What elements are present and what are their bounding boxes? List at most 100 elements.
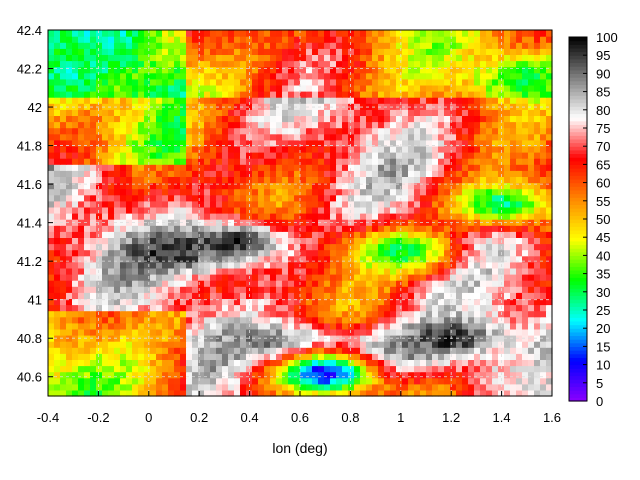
heatmap-cell [150, 280, 157, 287]
heatmap-cell [396, 237, 403, 245]
heatmap-cell [84, 286, 91, 293]
heatmap-cell [180, 377, 187, 385]
heatmap-cell [270, 213, 277, 220]
heatmap-cell [264, 261, 271, 269]
heatmap-cell [204, 176, 211, 184]
heatmap-cell [222, 78, 229, 86]
heatmap-cell [198, 78, 205, 86]
heatmap-cell [186, 127, 193, 135]
heatmap-cell [504, 84, 511, 92]
heatmap-cell [462, 347, 469, 354]
heatmap-cell [90, 237, 97, 245]
heatmap-cell [72, 267, 79, 275]
heatmap-cell [210, 286, 217, 293]
heatmap-cell [492, 365, 499, 373]
heatmap-cell [486, 127, 493, 135]
heatmap-cell [222, 359, 229, 367]
heatmap-cell [258, 225, 265, 232]
heatmap-cell [444, 54, 451, 62]
heatmap-cell [330, 188, 337, 196]
heatmap-cell [150, 310, 157, 318]
heatmap-cell [486, 286, 493, 293]
heatmap-cell [366, 182, 373, 190]
heatmap-cell [120, 225, 127, 232]
heatmap-cell [504, 115, 511, 123]
heatmap-cell [462, 127, 469, 135]
heatmap-cell [78, 54, 85, 62]
heatmap-cell [318, 371, 325, 379]
heatmap-cell [54, 359, 61, 367]
heatmap-cell [462, 36, 469, 43]
heatmap-cell [72, 60, 79, 68]
heatmap-cell [144, 255, 151, 263]
heatmap-cell [96, 255, 103, 263]
heatmap-cell [222, 219, 229, 226]
heatmap-cell [468, 261, 475, 269]
heatmap-cell [186, 316, 193, 324]
heatmap-cell [120, 127, 127, 135]
heatmap-cell [162, 237, 169, 245]
heatmap-cell [108, 365, 115, 373]
heatmap-cell [432, 213, 439, 220]
heatmap-cell [126, 182, 133, 190]
heatmap-cell [450, 91, 457, 98]
heatmap-cell [228, 377, 235, 385]
heatmap-cell [174, 121, 181, 129]
heatmap-cell [360, 84, 367, 92]
heatmap-cell [510, 182, 517, 190]
heatmap-cell [336, 353, 343, 360]
heatmap-cell [90, 182, 97, 190]
heatmap-cell [174, 371, 181, 379]
heatmap-cell [138, 133, 145, 141]
heatmap-cell [120, 310, 127, 318]
heatmap-cell [402, 341, 409, 348]
heatmap-cell [348, 176, 355, 184]
heatmap-cell [390, 353, 397, 360]
heatmap-cell [90, 158, 97, 165]
heatmap-cell [222, 267, 229, 275]
heatmap-cell [102, 389, 109, 397]
heatmap-cell [264, 243, 271, 251]
heatmap-cell [468, 78, 475, 86]
heatmap-cell [372, 194, 379, 202]
heatmap-cell [120, 353, 127, 360]
heatmap-cell [162, 139, 169, 147]
heatmap-cell [96, 231, 103, 238]
heatmap-cell [120, 389, 127, 397]
heatmap-cell [372, 377, 379, 385]
heatmap-cell [162, 365, 169, 373]
heatmap-cell [234, 286, 241, 293]
heatmap-cell [348, 127, 355, 135]
heatmap-cell [246, 182, 253, 190]
heatmap-cell [234, 249, 241, 257]
heatmap-cell [108, 145, 115, 153]
heatmap-cell [282, 121, 289, 129]
heatmap-cell [288, 316, 295, 324]
heatmap-cell [492, 194, 499, 202]
heatmap-cell [462, 341, 469, 348]
heatmap-cell [360, 176, 367, 184]
heatmap-cell [330, 371, 337, 379]
heatmap-cell [390, 115, 397, 123]
heatmap-cell [90, 145, 97, 153]
heatmap-cell [456, 206, 463, 214]
heatmap-cell [468, 145, 475, 153]
heatmap-cell [60, 72, 67, 80]
heatmap-cell [492, 255, 499, 263]
heatmap-cell [498, 36, 505, 43]
heatmap-cell [84, 133, 91, 141]
heatmap-cell [396, 274, 403, 281]
heatmap-cell [288, 213, 295, 220]
heatmap-cell [438, 249, 445, 257]
heatmap-cell [252, 316, 259, 324]
heatmap-cell [282, 255, 289, 263]
heatmap-cell [378, 280, 385, 287]
heatmap-cell [426, 389, 433, 397]
heatmap-cell [276, 115, 283, 123]
heatmap-cell [402, 274, 409, 281]
heatmap-cell [522, 109, 529, 116]
heatmap-cell [288, 194, 295, 202]
heatmap-cell [144, 200, 151, 208]
heatmap-cell [456, 170, 463, 177]
heatmap-cell [48, 182, 55, 190]
